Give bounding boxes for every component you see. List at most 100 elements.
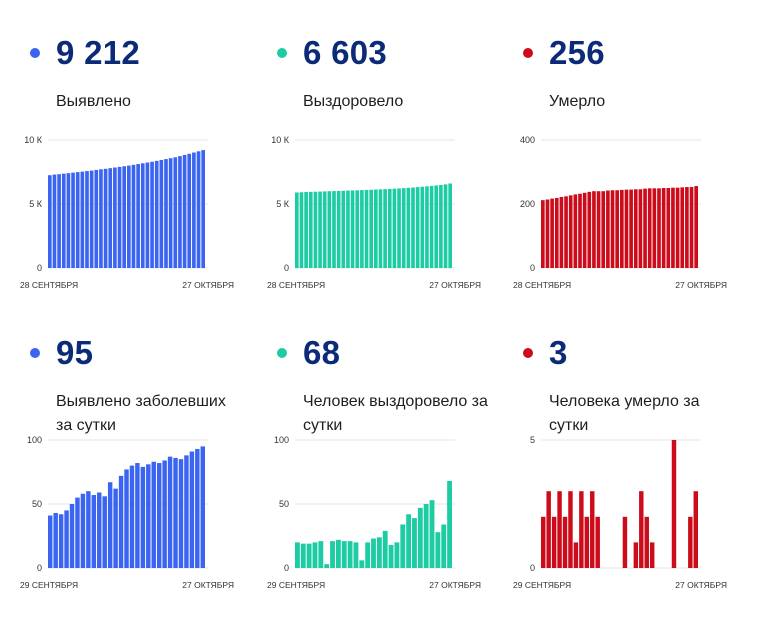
bar [327,191,332,268]
bar [341,190,346,268]
bar [610,190,615,268]
bar [562,516,568,568]
bar [135,463,140,568]
bar [330,541,335,568]
bar [579,491,584,568]
legend-dot [277,348,287,358]
bar [652,188,657,268]
bar [423,504,429,568]
bar [124,469,129,568]
bar [596,191,601,268]
bar [108,168,113,268]
bar [48,515,53,568]
bar [201,150,205,268]
bar [578,193,582,268]
bar [541,200,545,268]
bar [434,185,439,268]
bar [159,159,164,268]
bar [415,187,420,268]
bar [151,461,156,568]
bar [57,174,61,268]
bar [376,537,382,568]
bar [378,189,383,268]
bar [168,158,173,268]
bar [145,162,150,268]
legend-dot [523,348,533,358]
bar [383,189,387,268]
bar [312,542,318,568]
bar [564,196,568,268]
x-tick-label: 28 СЕНТЯБРЯ [267,280,325,290]
bar [568,491,573,568]
y-tick-label: 0 [37,563,42,573]
bar [341,541,347,568]
bar [48,175,52,268]
x-tick-label: 27 ОКТЯБРЯ [675,280,727,290]
y-tick-label: 100 [27,435,42,445]
bar [335,539,341,568]
bar [184,455,189,568]
bar [347,541,353,568]
chart: 0 50 100 29 СЕНТЯБРЯ 27 ОКТЯБРЯ [20,435,234,590]
bar [582,192,587,268]
bar [162,460,167,568]
y-tick-label: 50 [32,499,42,509]
bar [392,188,397,268]
bar [360,190,364,268]
bar [167,456,173,568]
bar [595,516,600,568]
bar [164,159,168,268]
bar [688,516,693,568]
stat-value: 68 [303,334,341,371]
bar [75,497,80,568]
bar [156,463,162,568]
bar [350,190,355,268]
bar [113,488,118,568]
bar [671,440,677,568]
bar [615,190,619,268]
bar [69,504,75,568]
bar [638,189,643,268]
bar [189,451,195,568]
bar [89,170,94,268]
bar [693,491,698,568]
bar [661,188,666,268]
bar [346,190,350,268]
bar [429,500,435,568]
bar [647,188,652,268]
stat-panel-daily-detected: 95 Выявлено заболевших за сутки 0 50 100 29… [20,334,270,634]
stat-label: Человек выздоровело за сутки [303,393,488,434]
bar [397,188,401,268]
bar [639,491,644,568]
bar [53,512,58,568]
bar [118,475,124,568]
legend-dot [30,348,40,358]
bar [192,152,196,268]
bar [364,189,369,268]
bar [420,186,425,268]
bar [448,183,452,268]
bar [178,459,184,568]
stat-label: Выявлено заболевших за сутки [56,393,226,434]
y-tick-label: 200 [520,199,535,209]
bar [557,491,562,568]
y-tick-label: 0 [37,263,42,273]
bar [689,187,694,268]
bar [80,493,86,568]
bar [649,542,655,568]
bar [425,186,429,268]
bar [388,544,394,568]
bar [671,187,675,268]
bar [140,163,145,268]
bar [601,191,606,268]
bar [541,516,546,568]
bar [606,190,610,268]
bar [150,161,154,268]
bar [61,173,66,268]
bar [584,516,590,568]
bar [127,165,131,268]
bar [154,160,159,268]
bar [573,542,579,568]
x-tick-label: 27 ОКТЯБРЯ [429,580,481,590]
bar [91,495,97,568]
